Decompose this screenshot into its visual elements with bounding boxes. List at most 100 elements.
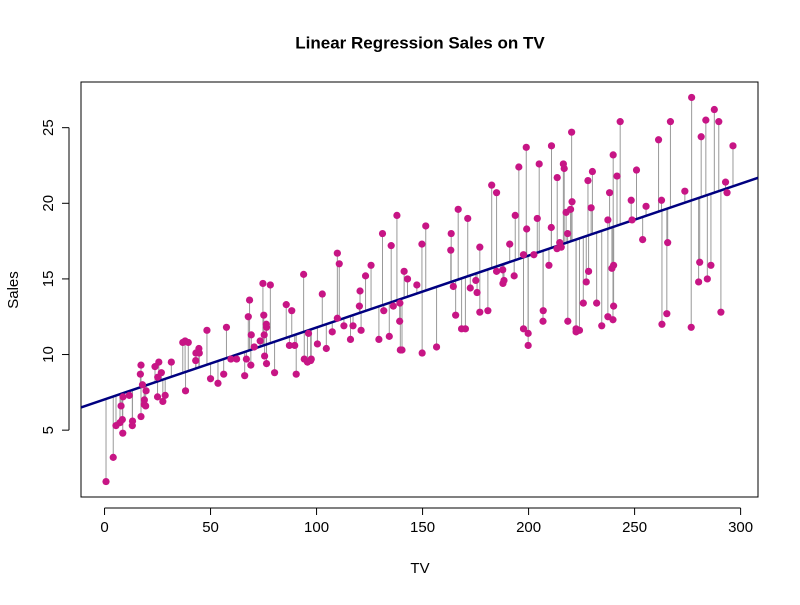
data-point xyxy=(138,381,147,389)
data-point xyxy=(609,316,617,324)
data-point xyxy=(222,323,231,331)
data-point xyxy=(553,173,561,182)
data-point xyxy=(153,393,162,401)
data-point xyxy=(524,341,532,350)
data-point xyxy=(418,240,426,248)
data-point xyxy=(593,299,601,307)
data-point xyxy=(400,267,408,275)
data-point xyxy=(355,302,363,310)
data-point xyxy=(639,235,647,244)
data-point xyxy=(119,429,127,437)
data-point xyxy=(447,246,455,254)
data-point xyxy=(519,325,528,333)
data-point xyxy=(247,331,255,339)
data-point xyxy=(387,242,395,250)
data-point xyxy=(313,340,322,348)
data-point xyxy=(155,358,163,366)
data-point xyxy=(192,356,200,365)
data-point xyxy=(333,249,341,257)
data-point xyxy=(349,322,357,330)
data-point xyxy=(322,344,330,353)
data-point xyxy=(389,302,397,310)
data-point xyxy=(488,181,496,189)
data-point xyxy=(233,355,241,363)
data-point xyxy=(632,166,641,174)
data-point xyxy=(261,352,269,360)
data-point xyxy=(292,370,300,378)
x-tick-label: 150 xyxy=(410,519,435,536)
data-point xyxy=(687,323,695,331)
data-point xyxy=(244,313,252,321)
data-point xyxy=(608,264,616,272)
data-point xyxy=(220,370,228,378)
x-tick-label: 50 xyxy=(202,519,219,536)
data-point xyxy=(300,270,308,278)
data-point xyxy=(715,118,723,126)
data-point xyxy=(654,136,663,144)
data-point xyxy=(572,328,580,336)
data-point xyxy=(118,415,126,424)
data-point xyxy=(367,261,375,269)
data-point xyxy=(522,143,530,151)
data-point xyxy=(361,272,370,280)
data-point xyxy=(510,272,518,280)
data-point xyxy=(112,422,120,430)
y-tick-label: 10 xyxy=(40,346,57,363)
data-point xyxy=(227,355,235,363)
data-point xyxy=(119,393,127,401)
data-point xyxy=(579,299,587,307)
data-point xyxy=(695,278,703,286)
data-point xyxy=(642,202,650,210)
data-point xyxy=(282,301,290,309)
data-point xyxy=(447,229,455,238)
data-point xyxy=(657,196,666,204)
data-point xyxy=(214,379,222,387)
data-point xyxy=(418,349,426,357)
data-point xyxy=(181,387,190,395)
data-point xyxy=(564,317,572,325)
data-point xyxy=(557,243,565,251)
data-point xyxy=(568,198,576,206)
data-point xyxy=(136,370,144,378)
data-point xyxy=(511,211,519,219)
data-point xyxy=(449,282,457,291)
data-point xyxy=(524,329,532,337)
data-point xyxy=(247,361,255,369)
plot-area xyxy=(81,93,758,486)
data-point xyxy=(245,296,254,304)
data-point xyxy=(476,308,484,316)
data-point xyxy=(584,177,592,185)
data-point xyxy=(291,341,299,350)
data-point xyxy=(523,225,531,233)
data-point xyxy=(206,375,215,383)
data-point xyxy=(681,187,689,195)
data-point xyxy=(375,335,383,344)
data-point xyxy=(461,325,470,333)
data-point xyxy=(346,335,355,344)
data-point xyxy=(564,229,572,238)
data-point xyxy=(613,172,621,180)
data-point xyxy=(357,326,365,334)
data-point xyxy=(533,214,541,223)
data-point xyxy=(385,332,393,340)
data-point xyxy=(270,369,279,377)
data-point xyxy=(140,400,148,409)
data-point xyxy=(539,307,547,315)
data-point xyxy=(663,310,671,318)
y-tick-label: 15 xyxy=(40,271,57,288)
data-point xyxy=(610,302,618,310)
data-point xyxy=(340,322,348,330)
data-point xyxy=(499,266,507,274)
data-point xyxy=(452,311,460,319)
data-point xyxy=(117,402,125,410)
data-point xyxy=(333,314,341,322)
data-point xyxy=(250,343,258,351)
data-point xyxy=(266,281,274,289)
data-point xyxy=(432,343,441,351)
data-point xyxy=(688,93,696,102)
data-point xyxy=(356,287,364,295)
data-point xyxy=(157,369,165,377)
data-point xyxy=(396,317,404,325)
data-point xyxy=(582,278,590,286)
